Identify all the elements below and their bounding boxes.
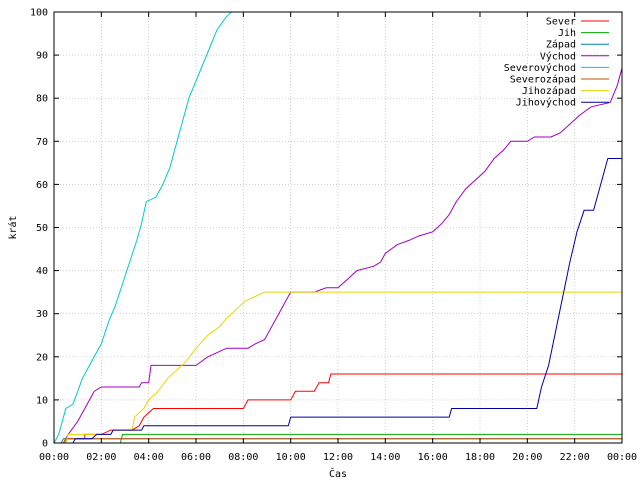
series-line-8 (54, 158, 622, 443)
y-tick-label: 100 (30, 8, 48, 19)
y-tick-label: 50 (36, 223, 48, 234)
legend-label: Severovýchod (504, 62, 576, 74)
series-lines (54, 12, 622, 443)
x-tick-label: 14:00 (370, 452, 400, 463)
series-line-4 (54, 67, 622, 443)
legend-label: Západ (546, 39, 576, 51)
legend-label: Sever (546, 17, 576, 28)
y-tick-label: 30 (36, 309, 48, 320)
legend-label: Jihozápad (522, 85, 576, 97)
x-tick-label: 00:00 (607, 452, 637, 463)
y-tick-label: 60 (36, 180, 48, 191)
legend-label: Jih (558, 28, 576, 39)
x-tick-label: 20:00 (512, 452, 542, 463)
x-tick-label: 12:00 (323, 452, 353, 463)
y-axis-title: krát (7, 215, 19, 239)
y-tick-label: 20 (36, 352, 48, 363)
x-tick-label: 18:00 (465, 452, 495, 463)
series-line-5 (54, 12, 232, 443)
legend: SeverJihZápadVýchodSeverovýchodSeverozáp… (504, 17, 609, 109)
y-tick-label: 90 (36, 51, 48, 62)
axis-ticks: 0 10 20 30 40 50 60 70 80 90 100 00:00 02:00 04:00 06:… (30, 8, 637, 464)
x-axis-title: Čas (329, 467, 347, 480)
legend-label: Jihovýchod (516, 97, 576, 109)
y-tick-label: 10 (36, 395, 48, 406)
x-tick-label: 04:00 (134, 452, 164, 463)
x-tick-label: 06:00 (181, 452, 211, 463)
y-tick-label: 40 (36, 266, 48, 277)
series-line-1 (54, 373, 622, 443)
legend-label: Severozápad (510, 74, 576, 86)
y-tick-label: 80 (36, 94, 48, 105)
series-line-6 (54, 438, 622, 443)
x-tick-label: 10:00 (276, 452, 306, 463)
x-tick-label: 00:00 (39, 452, 69, 463)
x-tick-label: 22:00 (560, 452, 590, 463)
legend-label: Východ (540, 50, 576, 62)
x-tick-label: 02:00 (86, 452, 116, 463)
y-tick-label: 70 (36, 137, 48, 148)
y-tick-label: 0 (42, 439, 48, 450)
x-tick-label: 16:00 (418, 452, 448, 463)
x-tick-label: 08:00 (228, 452, 258, 463)
